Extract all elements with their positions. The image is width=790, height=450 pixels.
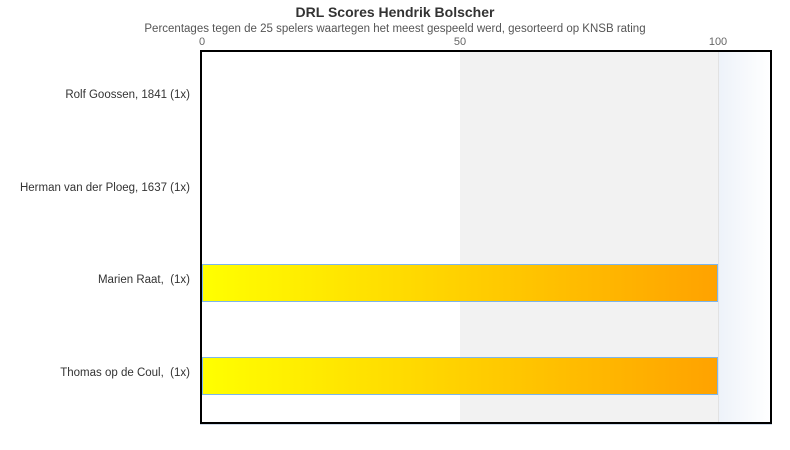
x-axis-tick-label: 100 <box>708 36 728 48</box>
plot-area <box>200 50 772 424</box>
x-axis-tick-label: 50 <box>453 36 467 48</box>
chart-subtitle: Percentages tegen de 25 spelers waartege… <box>144 23 646 35</box>
score-bar[interactable] <box>202 264 718 303</box>
y-axis-category-label: Thomas op de Coul, (1x) <box>60 366 190 379</box>
x-axis-tick-label: 0 <box>198 36 206 48</box>
y-axis-category-label: Herman van der Ploeg, 1637 (1x) <box>19 181 190 194</box>
gridline-100 <box>718 52 719 422</box>
chart-title: DRL Scores Hendrik Bolscher <box>295 4 495 20</box>
y-axis-category-label: Rolf Goossen, 1841 (1x) <box>65 89 190 102</box>
y-axis-category-label: Marien Raat, (1x) <box>97 274 190 287</box>
value-axis-line <box>200 424 772 425</box>
plot-band-over-100 <box>718 52 770 422</box>
score-bar[interactable] <box>202 356 718 395</box>
